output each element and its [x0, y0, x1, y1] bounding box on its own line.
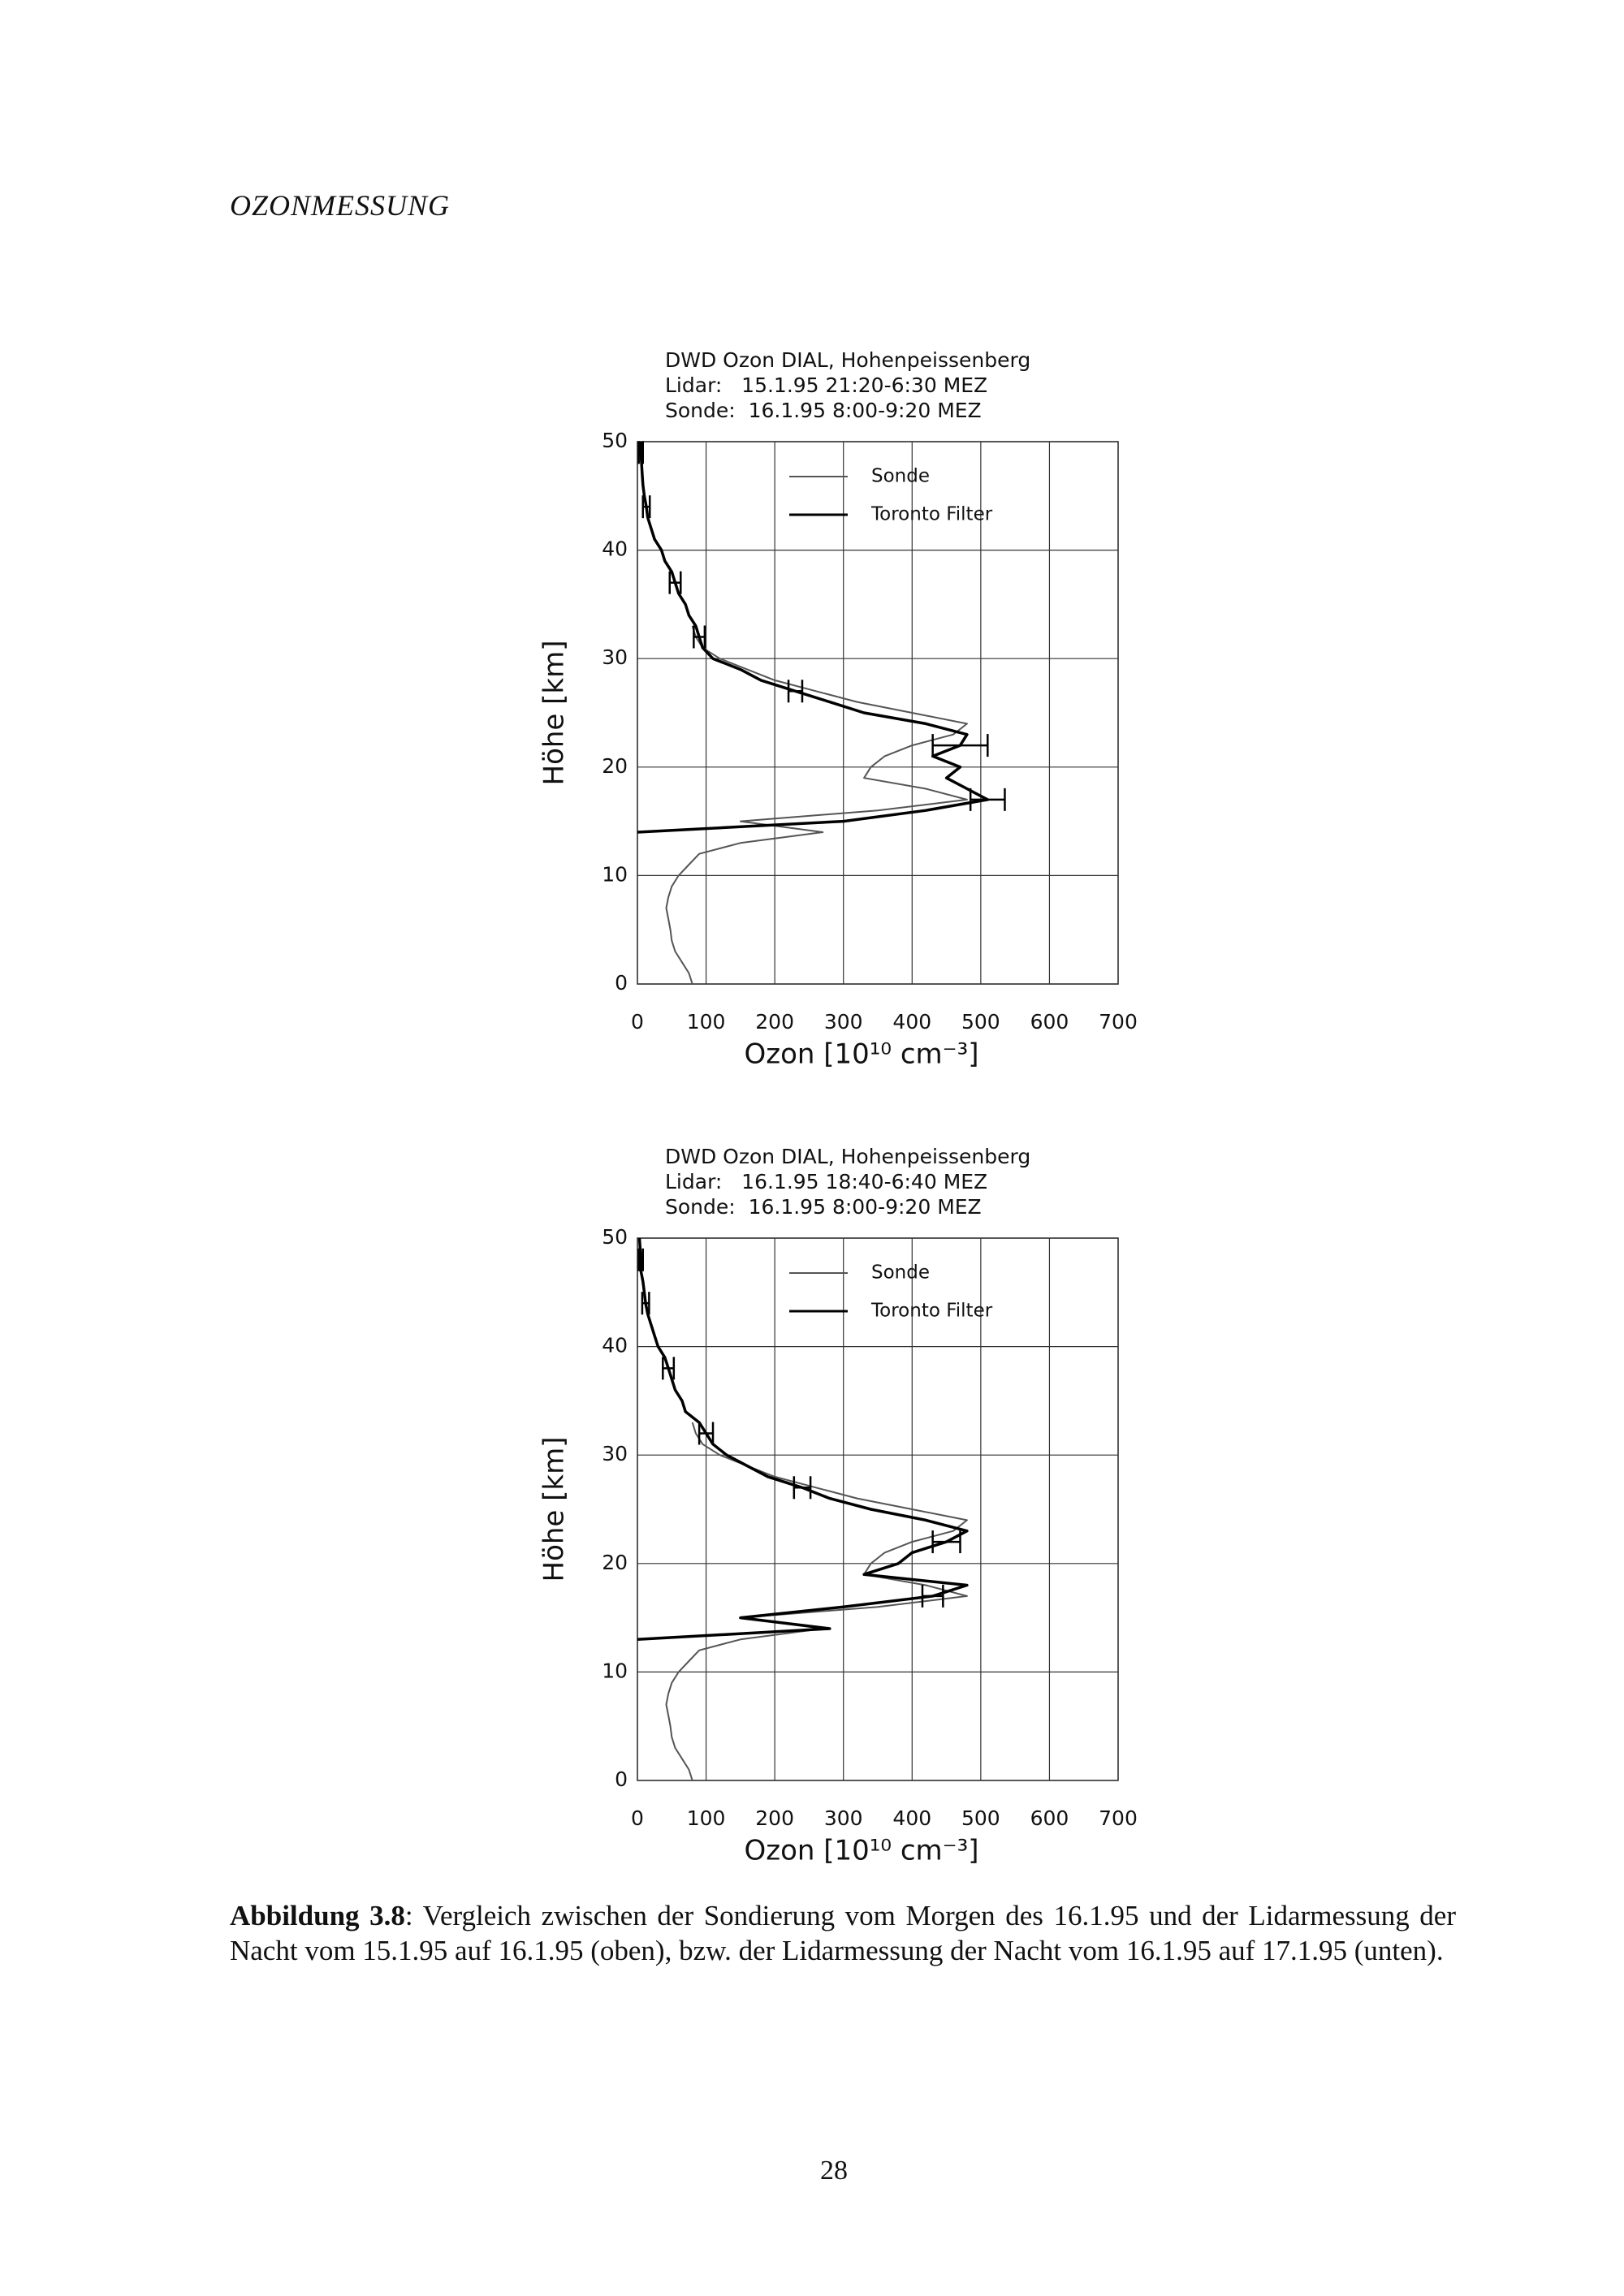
- x-tick-label: 500: [961, 1806, 1000, 1830]
- legend-label: Sonde: [871, 1262, 930, 1284]
- x-tick-label: 300: [824, 1806, 863, 1830]
- y-tick-label: 0: [615, 971, 628, 995]
- error-bar: [637, 1248, 645, 1271]
- x-tick-label: 700: [1099, 1806, 1138, 1830]
- y-tick-label: 10: [602, 862, 628, 886]
- y-axis-label: Höhe [km]: [538, 1437, 571, 1582]
- chart-title: Sonde: 16.1.95 8:00-9:20 MEZ: [665, 1195, 982, 1219]
- x-tick-label: 400: [892, 1806, 931, 1830]
- x-tick-label: 200: [755, 1806, 794, 1830]
- x-tick-label: 0: [631, 1806, 644, 1830]
- error-bar: [931, 1530, 961, 1554]
- chart-title: Lidar: 16.1.95 18:40-6:40 MEZ: [665, 1170, 987, 1193]
- error-bar: [931, 734, 989, 757]
- data-line: [637, 442, 990, 834]
- error-bar: [641, 1292, 650, 1315]
- error-bar: [969, 788, 1006, 811]
- x-tick-label: 700: [1099, 1010, 1138, 1034]
- page-number: 28: [820, 2156, 848, 2186]
- x-tick-label: 400: [892, 1010, 931, 1034]
- data-line: [665, 625, 968, 985]
- chart-title: Lidar: 15.1.95 21:20-6:30 MEZ: [665, 373, 987, 397]
- error-bar: [693, 625, 706, 649]
- error-bar: [921, 1584, 944, 1608]
- y-tick-label: 20: [602, 1551, 628, 1574]
- error-bar: [787, 680, 804, 703]
- data-line: [637, 1237, 969, 1642]
- y-tick-label: 10: [602, 1659, 628, 1682]
- caption-text: : Vergleich zwischen der Sondierung vom …: [230, 1900, 1456, 1966]
- x-tick-label: 500: [961, 1010, 1000, 1034]
- figure-caption: Abbildung 3.8: Vergleich zwischen der So…: [230, 1898, 1456, 1968]
- y-tick-label: 30: [602, 645, 628, 669]
- y-tick-label: 30: [602, 1442, 628, 1465]
- caption-label: Abbildung 3.8: [230, 1900, 405, 1931]
- error-bar: [637, 441, 645, 464]
- legend-label: Sonde: [871, 466, 930, 487]
- legend-label: Toronto Filter: [870, 504, 993, 525]
- x-tick-label: 300: [824, 1010, 863, 1034]
- error-bar: [668, 571, 682, 594]
- y-tick-label: 40: [602, 537, 628, 561]
- x-tick-label: 100: [687, 1806, 726, 1830]
- error-bar: [793, 1476, 812, 1500]
- legend-label: Toronto Filter: [870, 1301, 993, 1322]
- chart-title: Sonde: 16.1.95 8:00-9:20 MEZ: [665, 399, 982, 422]
- error-bar: [698, 1422, 715, 1445]
- y-tick-label: 0: [615, 1767, 628, 1791]
- x-tick-label: 100: [687, 1010, 726, 1034]
- x-axis-label: Ozon [10¹⁰ cm⁻³]: [744, 1835, 978, 1867]
- x-tick-label: 200: [755, 1010, 794, 1034]
- x-tick-label: 600: [1030, 1010, 1069, 1034]
- chart-title: DWD Ozon DIAL, Hohenpeissenberg: [665, 1145, 1030, 1168]
- x-axis-label: Ozon [10¹⁰ cm⁻³]: [744, 1038, 978, 1071]
- error-bar: [641, 495, 651, 519]
- x-tick-label: 600: [1030, 1806, 1069, 1830]
- y-axis-label: Höhe [km]: [538, 641, 571, 786]
- running-header: OZONMESSUNG: [230, 189, 451, 222]
- y-tick-label: 20: [602, 754, 628, 778]
- y-tick-label: 50: [602, 429, 628, 452]
- y-tick-label: 50: [602, 1225, 628, 1249]
- chart-title: DWD Ozon DIAL, Hohenpeissenberg: [665, 348, 1030, 372]
- error-bar: [662, 1357, 676, 1380]
- y-tick-label: 40: [602, 1334, 628, 1357]
- x-tick-label: 0: [631, 1010, 644, 1034]
